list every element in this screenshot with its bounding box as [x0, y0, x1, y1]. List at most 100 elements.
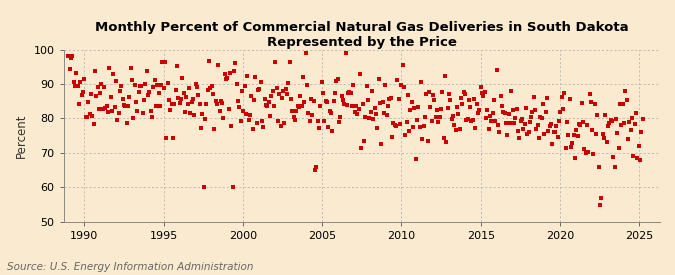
Point	[247, 126, 258, 131]
Point	[372, 126, 383, 130]
Point	[87, 114, 98, 119]
Point	[310, 168, 321, 172]
Point	[416, 80, 427, 84]
Point	[214, 109, 225, 113]
Point	[396, 83, 406, 87]
Point	[299, 100, 310, 104]
Point	[549, 130, 560, 134]
Point	[182, 102, 193, 107]
Point	[157, 60, 168, 64]
Point	[562, 120, 572, 124]
Point	[409, 106, 420, 110]
Point	[547, 142, 558, 146]
Point	[226, 124, 237, 128]
Point	[563, 133, 574, 137]
Point	[207, 92, 218, 96]
Point	[317, 91, 328, 95]
Point	[566, 145, 576, 149]
Point	[184, 86, 194, 90]
Point	[464, 98, 475, 103]
Point	[364, 116, 375, 120]
Point	[202, 88, 213, 92]
Point	[556, 95, 567, 99]
Point	[209, 127, 219, 131]
Point	[185, 111, 196, 115]
Point	[86, 92, 97, 97]
Point	[63, 54, 74, 59]
Point	[149, 78, 160, 82]
Point	[548, 130, 559, 134]
Point	[287, 108, 298, 113]
Point	[385, 95, 396, 100]
Point	[564, 97, 575, 101]
Point	[74, 101, 84, 106]
Point	[453, 112, 464, 117]
Point	[352, 112, 363, 116]
Point	[302, 83, 313, 87]
Point	[435, 107, 446, 111]
Point	[501, 121, 512, 125]
Point	[373, 77, 384, 82]
Point	[375, 101, 385, 105]
Point	[605, 118, 616, 122]
Point	[250, 75, 261, 79]
Point	[629, 122, 640, 126]
Point	[438, 136, 449, 140]
Point	[595, 202, 605, 207]
Point	[575, 123, 586, 128]
Point	[145, 109, 156, 113]
Point	[100, 106, 111, 110]
Point	[424, 89, 435, 94]
Point	[510, 116, 520, 120]
Point	[381, 112, 392, 117]
Point	[497, 104, 508, 108]
Point	[340, 51, 351, 55]
Point	[391, 123, 402, 128]
Point	[617, 102, 628, 106]
Point	[303, 111, 314, 116]
Point	[429, 98, 439, 103]
Point	[507, 108, 518, 112]
Point	[471, 102, 482, 107]
Point	[79, 77, 90, 81]
Point	[348, 83, 359, 87]
Point	[410, 157, 421, 161]
Point	[448, 114, 458, 118]
Point	[353, 107, 364, 111]
Point	[458, 90, 469, 94]
Point	[412, 117, 423, 122]
Point	[160, 60, 171, 65]
Point	[637, 116, 648, 121]
Point	[294, 105, 304, 109]
Point	[144, 89, 155, 94]
Point	[82, 115, 92, 120]
Point	[342, 103, 352, 107]
Point	[541, 110, 551, 114]
Point	[465, 105, 476, 109]
Point	[164, 98, 175, 103]
Point	[83, 100, 94, 104]
Point	[578, 120, 589, 124]
Point	[559, 91, 570, 95]
Point	[315, 104, 326, 109]
Point	[117, 97, 128, 101]
Point	[170, 87, 181, 92]
Point	[189, 113, 200, 117]
Point	[502, 133, 513, 137]
Point	[360, 115, 371, 119]
Point	[190, 82, 201, 87]
Point	[95, 91, 105, 96]
Point	[251, 121, 262, 125]
Point	[84, 112, 95, 116]
Point	[71, 70, 82, 75]
Point	[603, 123, 614, 128]
Point	[246, 93, 256, 98]
Point	[186, 100, 197, 104]
Point	[194, 101, 205, 106]
Point	[169, 102, 180, 106]
Point	[103, 110, 113, 114]
Point	[292, 104, 303, 109]
Point	[578, 147, 589, 151]
Point	[111, 79, 122, 84]
Point	[210, 99, 221, 103]
